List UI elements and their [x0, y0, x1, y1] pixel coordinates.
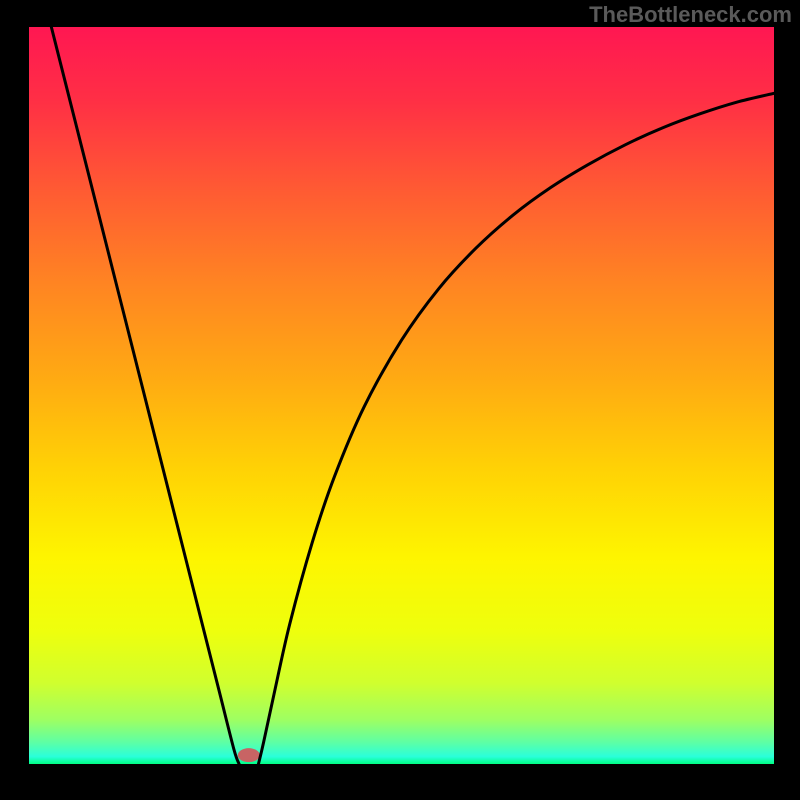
- chart-container: TheBottleneck.com: [0, 0, 800, 800]
- plot-area: [29, 27, 774, 764]
- gradient-background: [29, 27, 774, 764]
- bottleneck-marker: [238, 748, 260, 762]
- watermark-text: TheBottleneck.com: [589, 2, 792, 28]
- plot-svg: [29, 27, 774, 764]
